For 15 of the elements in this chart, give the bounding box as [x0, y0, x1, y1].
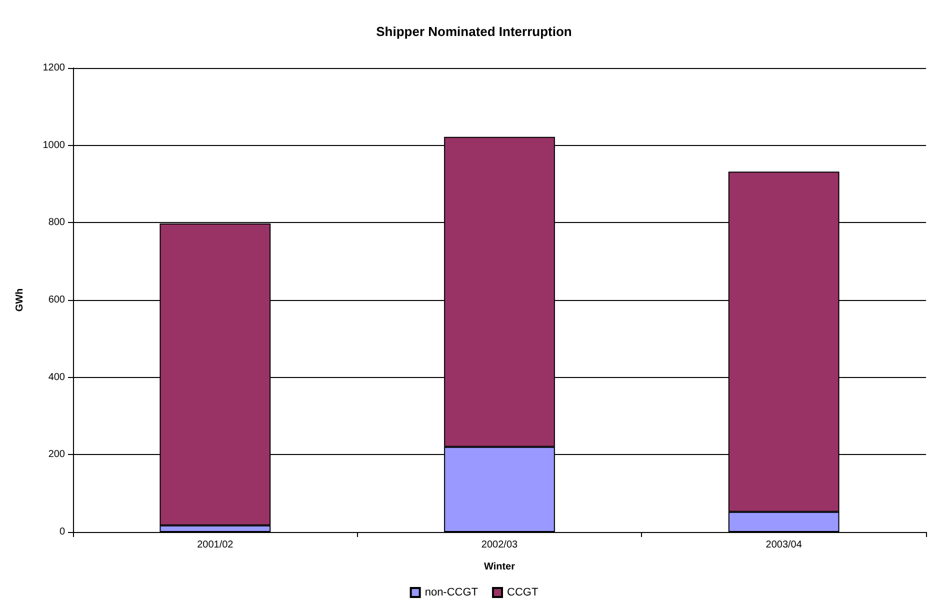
y-tick-label: 200 — [48, 449, 66, 460]
y-tick-label: 800 — [48, 217, 66, 228]
x-tick-label: 2002/03 — [481, 540, 518, 550]
x-axis-title: Winter — [484, 562, 516, 572]
x-tick-label: 2001/02 — [197, 540, 234, 550]
legend-label: CCGT — [507, 586, 538, 598]
y-tick-label: 0 — [59, 526, 66, 538]
y-tick-label: 400 — [48, 372, 66, 383]
chart-title: Shipper Nominated Interruption — [376, 24, 572, 39]
y-tick-label: 1200 — [42, 62, 66, 74]
y-tick-label: 600 — [48, 294, 66, 306]
x-tick-label: 2003/04 — [766, 540, 802, 550]
y-axis-title: GWh — [14, 288, 26, 312]
legend-label: non-CCGT — [424, 586, 478, 598]
y-tick-label: 1000 — [42, 140, 66, 151]
